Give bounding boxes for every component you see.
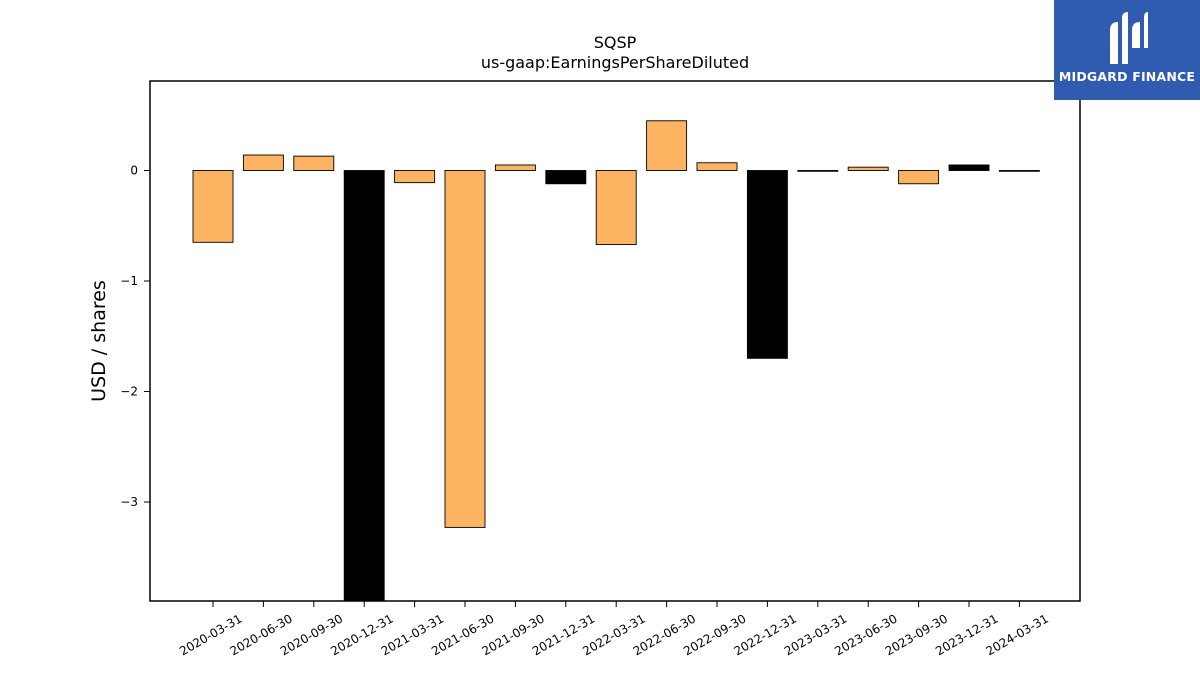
brand-logo: MIDGARD FINANCE <box>1054 0 1200 100</box>
chart-title: SQSP <box>594 33 637 52</box>
bar-2021-12-31 <box>545 170 587 185</box>
bar-2020-09-30 <box>293 155 335 171</box>
bar-2021-09-30 <box>494 164 536 171</box>
bar-2022-09-30 <box>696 162 738 171</box>
bar-2023-09-30 <box>898 170 940 185</box>
y-tick-label: −1 <box>120 274 138 288</box>
bar-2023-06-30 <box>847 166 889 171</box>
bar-2023-12-31 <box>948 164 990 171</box>
bar-2022-12-31 <box>746 170 788 359</box>
bar-2021-06-30 <box>444 170 486 528</box>
bar-2024-03-31 <box>998 170 1040 172</box>
bar-2022-03-31 <box>595 170 637 245</box>
bar-2021-03-31 <box>394 170 436 184</box>
chart-subtitle: us-gaap:EarningsPerShareDiluted <box>481 53 749 72</box>
y-tick-label: −3 <box>120 495 138 509</box>
y-axis-label: USD / shares <box>88 280 110 402</box>
bar-2023-03-31 <box>797 170 839 172</box>
x-axis-ticks: 2020-03-312020-06-302020-09-302020-12-31… <box>177 601 1051 658</box>
bar-2020-03-31 <box>192 170 234 243</box>
y-tick-label: 0 <box>130 164 138 178</box>
plot-frame <box>149 80 1081 602</box>
bar-2022-06-30 <box>646 120 688 171</box>
brand-name: MIDGARD FINANCE <box>1058 69 1196 84</box>
y-tick-label: −2 <box>120 385 138 399</box>
bar-2020-06-30 <box>242 154 284 171</box>
bar-2020-12-31 <box>343 170 385 602</box>
midgard-logo-icon <box>1110 12 1148 64</box>
y-axis-ticks: 0 −1 −2 −3 <box>120 164 150 509</box>
bar-series <box>192 120 1040 602</box>
